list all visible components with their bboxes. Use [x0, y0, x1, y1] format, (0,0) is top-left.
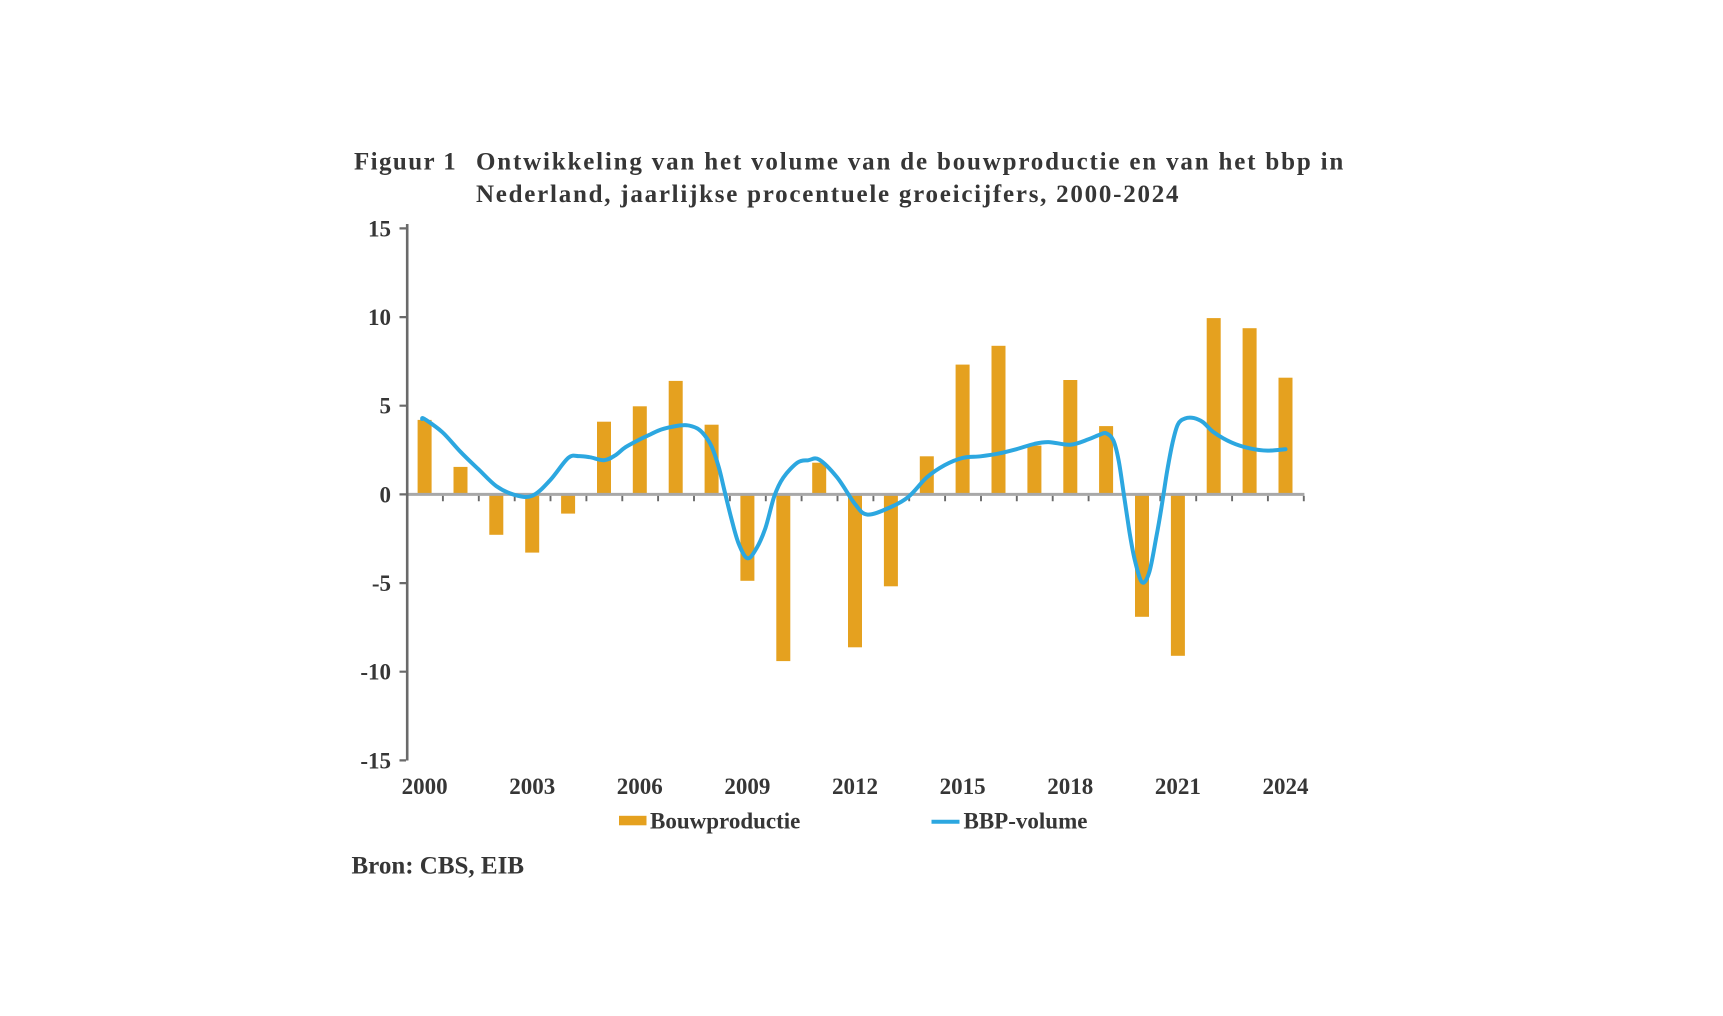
svg-text:Nederland, jaarlijkse procentu: Nederland, jaarlijkse procentuele groeic… [476, 181, 1180, 208]
svg-text:2018: 2018 [1047, 774, 1093, 799]
svg-text:2000: 2000 [402, 774, 448, 799]
svg-text:2003: 2003 [509, 774, 555, 799]
svg-text:2021: 2021 [1155, 774, 1201, 799]
svg-text:2009: 2009 [724, 774, 770, 799]
svg-text:Bron: CBS, EIB: Bron: CBS, EIB [352, 853, 525, 880]
svg-text:15: 15 [368, 216, 391, 241]
svg-text:2012: 2012 [832, 774, 878, 799]
svg-text:2024: 2024 [1263, 774, 1310, 799]
svg-text:-5: -5 [372, 571, 391, 596]
svg-text:10: 10 [368, 305, 391, 330]
svg-text:-10: -10 [360, 660, 391, 685]
svg-text:5: 5 [380, 394, 392, 419]
svg-text:Figuur 1: Figuur 1 [354, 149, 457, 176]
svg-text:Ontwikkeling van het volume va: Ontwikkeling van het volume van de bouwp… [476, 149, 1345, 176]
svg-text:2015: 2015 [940, 774, 986, 799]
svg-text:2006: 2006 [617, 774, 663, 799]
svg-text:Bouwproductie: Bouwproductie [650, 809, 800, 834]
svg-text:BBP-volume: BBP-volume [964, 809, 1088, 834]
svg-text:-15: -15 [360, 748, 391, 773]
svg-text:0: 0 [380, 482, 392, 507]
